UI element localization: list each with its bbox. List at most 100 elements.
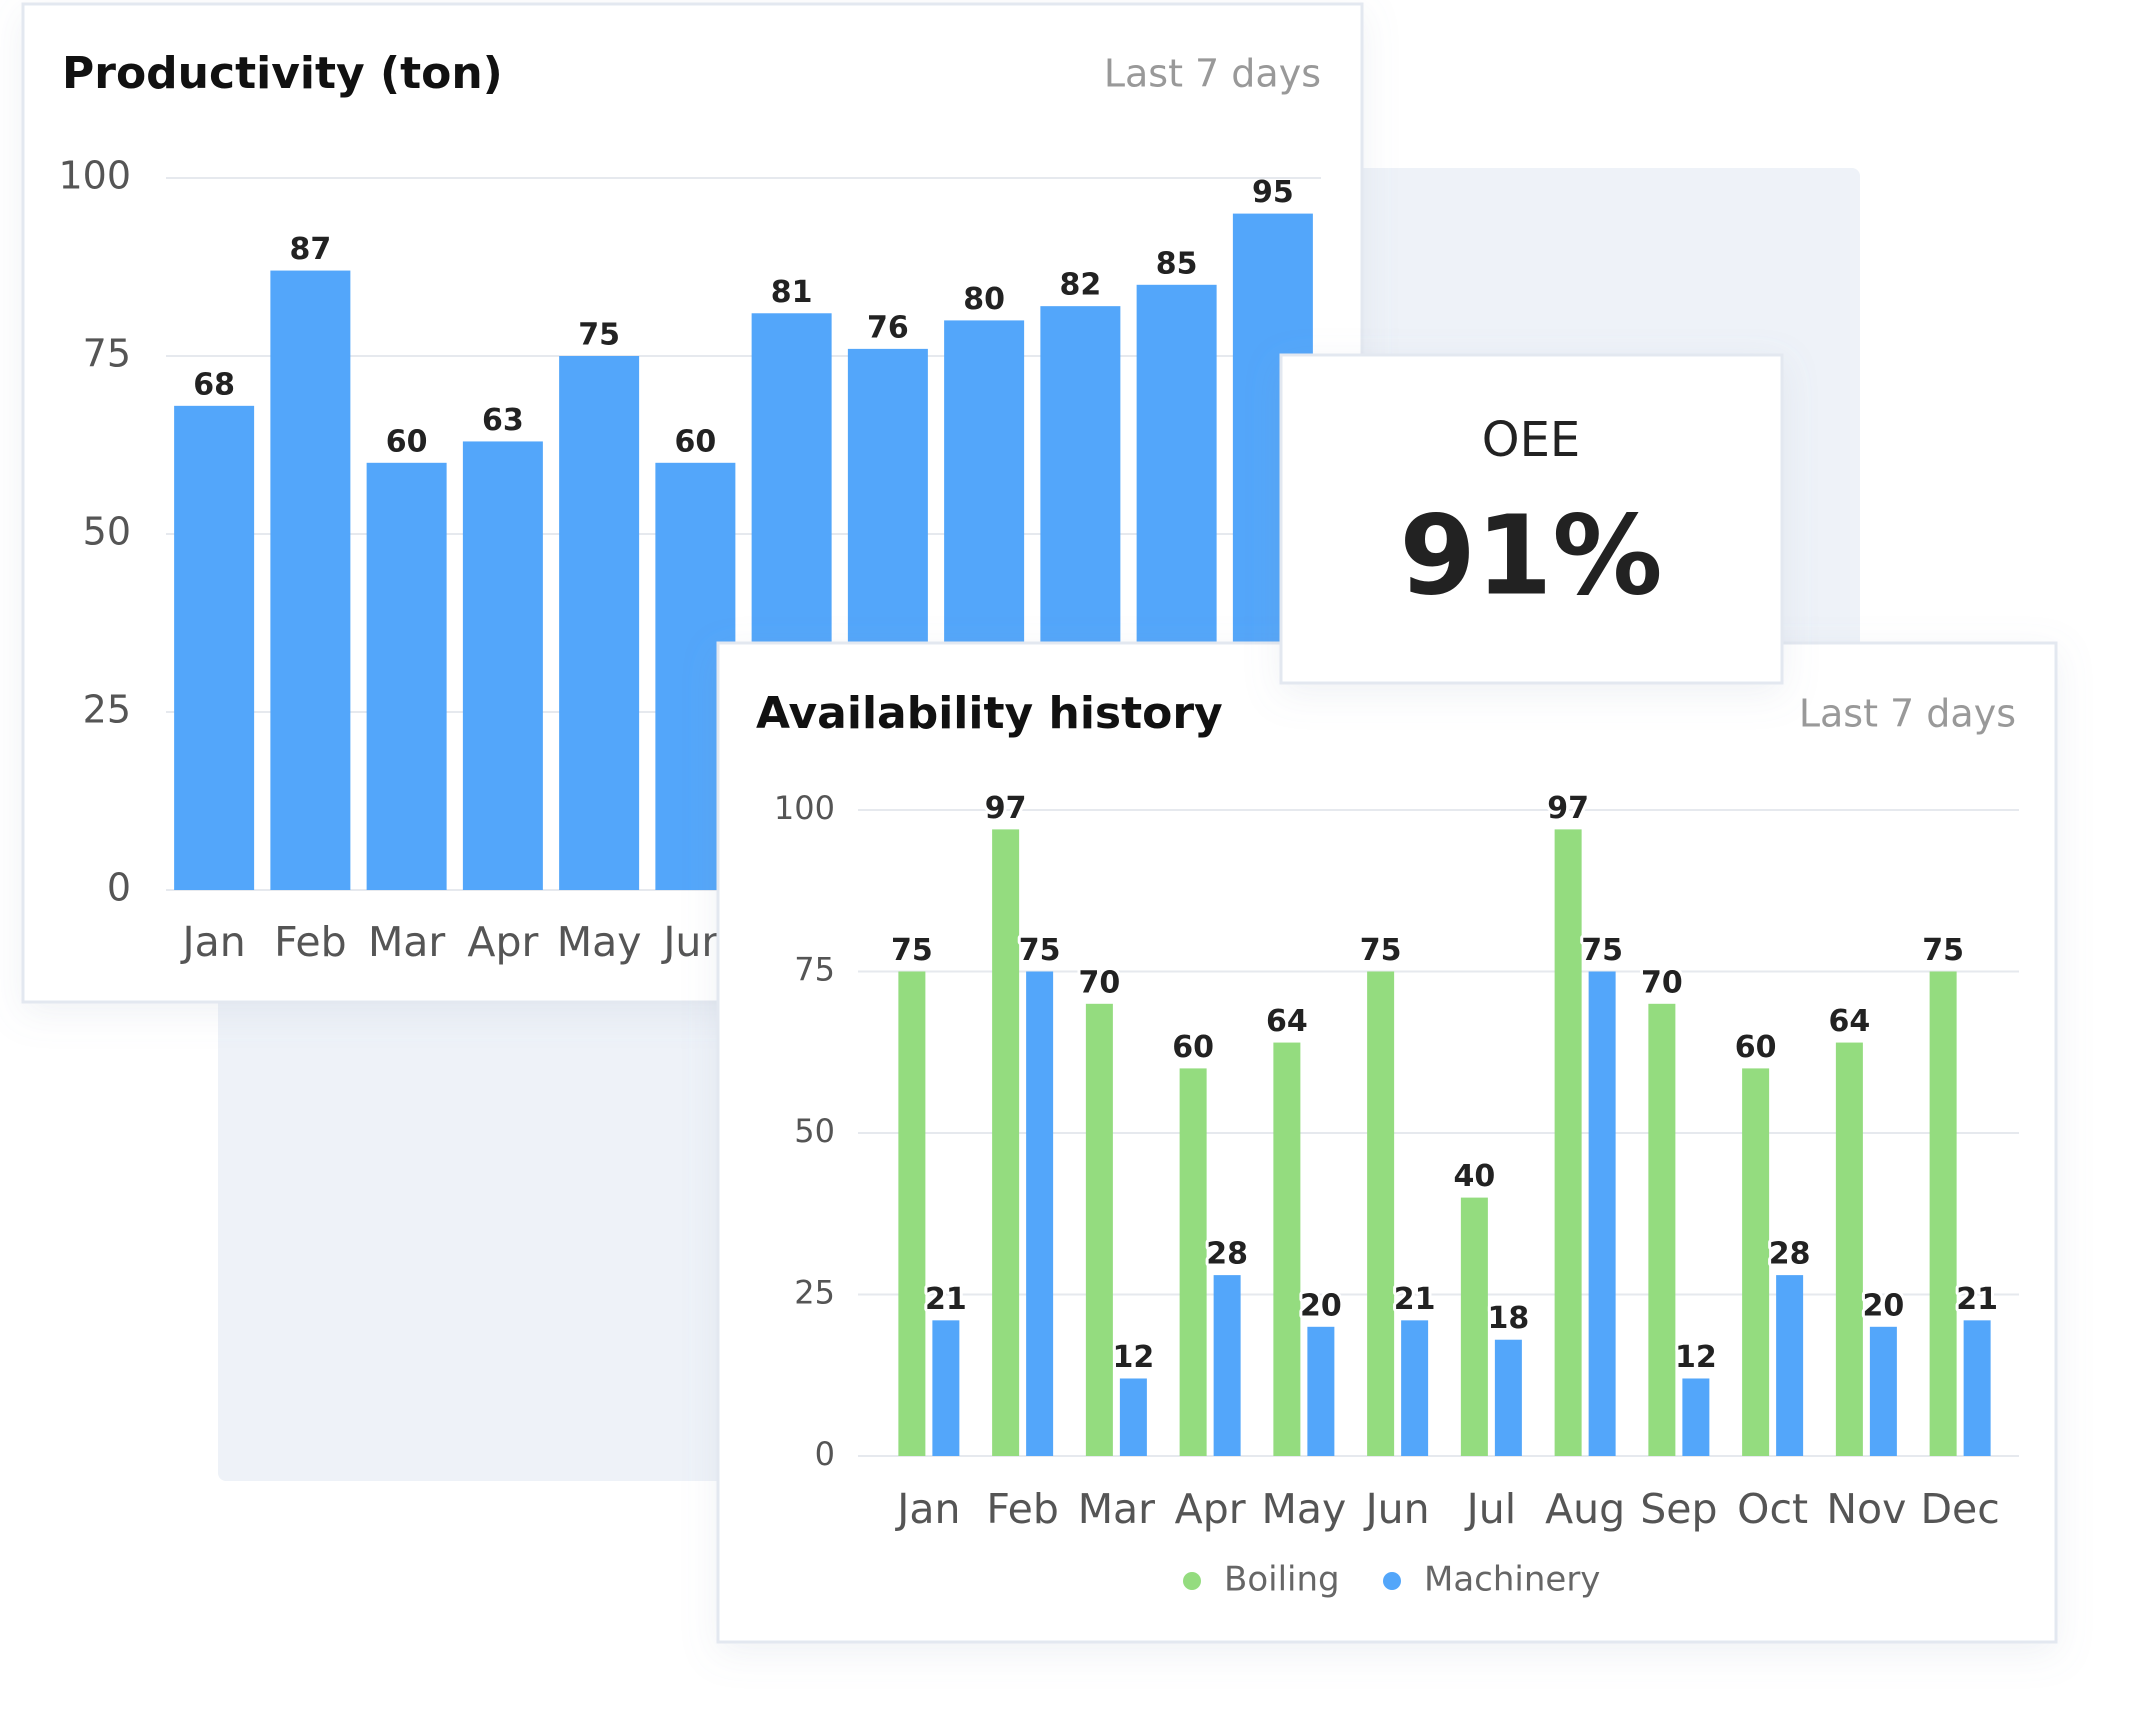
data-label: 21 <box>1394 1282 1436 1317</box>
bar <box>1835 1042 1863 1456</box>
data-label: 75 <box>1019 933 1061 968</box>
x-tick-label: Jan <box>894 1485 960 1533</box>
data-label: 18 <box>1488 1301 1530 1336</box>
x-tick-label: Oct <box>1737 1485 1808 1533</box>
bar <box>992 829 1020 1456</box>
data-label: 97 <box>985 791 1027 826</box>
x-tick-label: Jun <box>660 918 727 966</box>
oee-value: 91% <box>1399 491 1662 619</box>
legend-marker <box>1383 1572 1401 1590</box>
data-label: 70 <box>1079 965 1121 1000</box>
data-label: 97 <box>1547 791 1589 826</box>
data-label: 80 <box>963 282 1005 317</box>
data-label: 95 <box>1252 175 1294 210</box>
y-tick-label: 0 <box>815 1435 835 1473</box>
data-label: 20 <box>1863 1288 1905 1323</box>
data-label: 82 <box>1060 268 1102 303</box>
bar <box>1307 1326 1335 1456</box>
y-tick-label: 100 <box>774 789 835 827</box>
legend-marker <box>1183 1572 1201 1590</box>
x-tick-label: Feb <box>274 918 347 966</box>
x-tick-label: Jul <box>1464 1485 1516 1533</box>
bar <box>1682 1378 1710 1456</box>
bar <box>1554 829 1582 1456</box>
bar <box>1648 1003 1676 1456</box>
x-tick-label: Aug <box>1545 1485 1625 1533</box>
data-label: 75 <box>891 933 933 968</box>
chart-subtitle: Last 7 days <box>1104 52 1321 96</box>
data-label: 63 <box>482 403 524 438</box>
y-tick-label: 75 <box>794 951 835 989</box>
x-tick-label: Mar <box>1078 1485 1155 1533</box>
data-label: 21 <box>1956 1282 1998 1317</box>
data-label: 76 <box>867 310 909 345</box>
bar <box>366 462 447 890</box>
x-tick-label: Feb <box>986 1485 1059 1533</box>
bar <box>1742 1068 1770 1456</box>
y-tick-label: 75 <box>83 332 131 376</box>
y-tick-label: 25 <box>83 688 131 732</box>
x-tick-label: Nov <box>1826 1485 1906 1533</box>
chart-title: Availability history <box>756 688 1223 739</box>
bar <box>1776 1275 1804 1456</box>
data-label: 75 <box>1360 933 1402 968</box>
data-label: 75 <box>1922 933 1964 968</box>
oee-label: OEE <box>1482 412 1580 468</box>
data-label: 75 <box>1581 933 1623 968</box>
data-label: 28 <box>1206 1237 1248 1272</box>
data-label: 21 <box>925 1282 967 1317</box>
x-tick-label: Jun <box>1363 1485 1430 1533</box>
data-label: 64 <box>1266 1004 1308 1039</box>
chart-title: Productivity (ton) <box>62 48 503 99</box>
data-label: 12 <box>1675 1340 1717 1375</box>
data-label: 60 <box>675 424 717 459</box>
y-tick-label: 25 <box>794 1274 835 1312</box>
bar <box>1085 1003 1113 1456</box>
bar <box>898 971 926 1456</box>
chart-subtitle: Last 7 days <box>1799 692 2016 736</box>
data-label: 12 <box>1113 1340 1155 1375</box>
bar <box>559 356 640 890</box>
bar <box>1494 1339 1522 1456</box>
card <box>1279 353 1784 685</box>
bar <box>1460 1197 1488 1456</box>
bar <box>1588 971 1616 1456</box>
bar <box>1929 971 1957 1456</box>
y-tick-label: 50 <box>83 510 131 554</box>
bar <box>1367 971 1395 1456</box>
bar <box>932 1320 960 1456</box>
x-tick-label: Apr <box>467 918 538 966</box>
x-tick-label: Mar <box>368 918 445 966</box>
availability-card: Availability history Last 7 days 0 25 50 75… <box>716 641 2058 1644</box>
y-tick-label: 100 <box>58 154 131 198</box>
x-tick-label: Jan <box>180 918 246 966</box>
bar <box>1401 1320 1429 1456</box>
data-label: 87 <box>290 232 332 267</box>
data-label: 60 <box>1172 1030 1214 1065</box>
x-tick-label: Apr <box>1175 1485 1246 1533</box>
bar <box>1026 971 1054 1456</box>
data-label: 68 <box>193 367 235 402</box>
x-tick-label: May <box>557 918 642 966</box>
bar <box>1273 1042 1301 1456</box>
data-label: 64 <box>1829 1004 1871 1039</box>
bar <box>1869 1326 1897 1456</box>
bar <box>1963 1320 1991 1456</box>
legend-label: Machinery <box>1424 1560 1600 1600</box>
bar <box>174 405 255 890</box>
bar <box>1213 1275 1241 1456</box>
y-tick-label: 50 <box>794 1112 835 1150</box>
data-label: 40 <box>1454 1159 1496 1194</box>
data-label: 75 <box>578 318 620 353</box>
bar <box>1119 1378 1147 1456</box>
data-label: 70 <box>1641 965 1683 1000</box>
data-label: 81 <box>771 275 813 310</box>
bar <box>462 441 543 890</box>
data-label: 85 <box>1156 246 1198 281</box>
x-tick-label: Sep <box>1640 1485 1717 1533</box>
data-label: 20 <box>1300 1288 1342 1323</box>
bar <box>270 270 351 890</box>
x-tick-label: Dec <box>1920 1485 1999 1533</box>
